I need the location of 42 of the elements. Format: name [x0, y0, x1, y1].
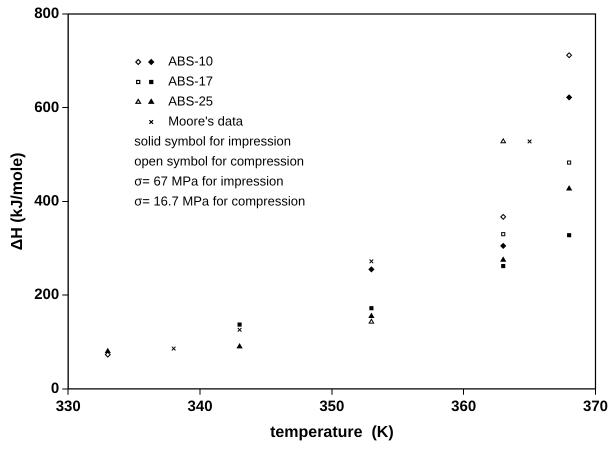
- point: [566, 186, 572, 191]
- legend-label: Moore's data: [168, 114, 244, 129]
- annotation: σ= 16.7 MPa for compression: [134, 194, 306, 209]
- point: [566, 94, 572, 100]
- point: [171, 346, 176, 351]
- point: [369, 259, 374, 264]
- point: [527, 139, 532, 144]
- point: [566, 52, 572, 58]
- point: [368, 266, 374, 272]
- point: [238, 322, 242, 327]
- x-tick-label: 340: [188, 398, 213, 415]
- legend-label: ABS-25: [168, 94, 214, 109]
- y-tick-label: 400: [34, 192, 60, 210]
- legend-label: ABS-17: [168, 74, 214, 89]
- legend-label: ABS-10: [168, 54, 214, 69]
- point: [567, 160, 572, 165]
- y-tick-label: 200: [34, 286, 60, 304]
- annotation: solid symbol for impression: [134, 134, 292, 149]
- y-axis-title: ΔH (kJ/mole): [9, 152, 26, 250]
- point: [369, 306, 374, 310]
- y-tick-label: 0: [50, 380, 60, 397]
- x-axis-title: temperature (K): [270, 424, 394, 441]
- y-tick-label: 800: [34, 5, 60, 22]
- annotation: σ= 67 MPa for impression: [134, 174, 284, 189]
- point: [500, 256, 506, 262]
- x-tick-label: 330: [56, 398, 81, 415]
- x-tick-label: 360: [451, 398, 476, 415]
- point: [501, 232, 506, 236]
- x-tick-label: 370: [582, 398, 608, 415]
- point: [105, 348, 111, 354]
- point: [500, 214, 506, 220]
- point: [567, 233, 572, 238]
- y-tick-label: 600: [34, 98, 60, 116]
- point: [236, 344, 242, 348]
- point: [501, 264, 506, 268]
- x-tick-label: 350: [319, 398, 344, 415]
- point: [368, 318, 374, 324]
- point: [500, 243, 506, 249]
- annotation: open symbol for compression: [134, 154, 304, 169]
- point: [368, 313, 374, 318]
- point: [237, 327, 242, 332]
- point: [500, 138, 506, 144]
